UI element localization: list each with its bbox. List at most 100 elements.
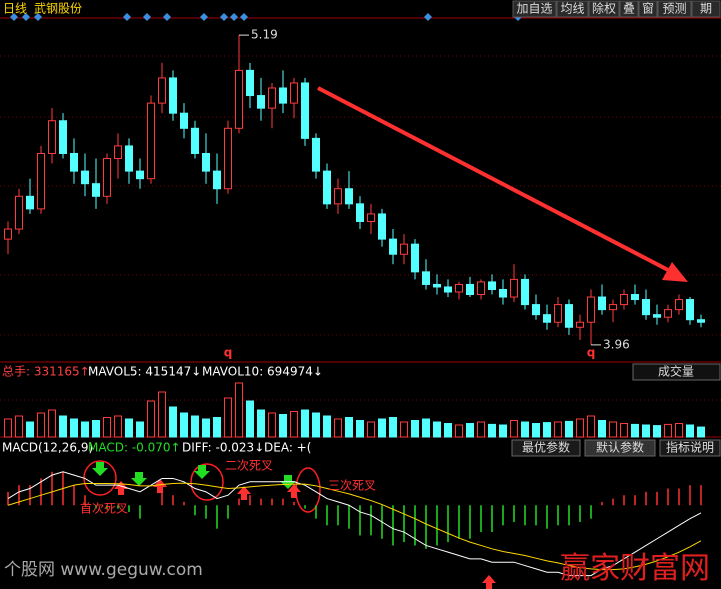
volume-bar: [488, 423, 496, 438]
volume-bar: [180, 412, 188, 438]
volume-bar: [136, 421, 144, 438]
toolbar-button[interactable]: [638, 0, 658, 18]
toolbar-button-label: 期: [700, 2, 712, 16]
volume-bar: [576, 418, 584, 438]
volume-bar: [323, 415, 331, 438]
volume-bar: [147, 400, 155, 438]
macd-button[interactable]: [584, 439, 656, 457]
volume-bar: [356, 420, 364, 438]
volume-bar: [587, 415, 595, 438]
volume-bar: [37, 412, 45, 438]
diamond: [123, 13, 131, 21]
diamond: [220, 13, 228, 21]
volume-bar: [246, 400, 254, 438]
volume-selector-label: 成交量: [658, 364, 694, 379]
volume-bar: [554, 421, 562, 438]
candle-body: [125, 145, 133, 172]
price-annotation: 3.96: [603, 337, 630, 351]
volume-bar: [169, 406, 177, 438]
volume-bar: [686, 424, 694, 438]
candle-body: [246, 69, 254, 97]
candle-body: [345, 188, 353, 205]
volume-bar: [664, 423, 672, 438]
macd-button-label: 最优参数: [522, 440, 570, 455]
toolbar-button[interactable]: [588, 0, 620, 18]
diamond: [200, 13, 208, 21]
volume-bar: [433, 421, 441, 438]
candle-body: [598, 296, 606, 311]
volume-selector[interactable]: [632, 363, 721, 381]
volume-bar: [455, 424, 463, 438]
volume-bar: [268, 412, 276, 438]
candle-body: [609, 304, 617, 311]
candle-body: [268, 87, 276, 109]
candle-body: [81, 170, 89, 185]
candle-body: [422, 271, 430, 285]
candle-body: [675, 299, 683, 311]
grid: [0, 55, 721, 401]
toolbar-button-label: 均线: [560, 2, 584, 16]
candle-body: [257, 95, 265, 109]
diamond: [22, 13, 30, 21]
toolbar-button[interactable]: [691, 0, 721, 18]
marker: q: [587, 346, 596, 360]
diamond: [143, 13, 151, 21]
toolbar-button[interactable]: [512, 0, 557, 18]
toolbar-button-label: 除权: [592, 1, 616, 16]
volume-bar: [532, 423, 540, 438]
volume-header: MAVOL10: 694974↓: [202, 365, 323, 379]
diamond: [10, 13, 18, 21]
down-arrow: [194, 465, 210, 479]
candle-body: [59, 120, 67, 154]
volume-bar: [92, 420, 100, 438]
diamond: [34, 13, 42, 21]
diff-line: [7, 471, 702, 577]
macd-button[interactable]: [659, 439, 721, 457]
candle-body: [356, 203, 364, 222]
toolbar-button[interactable]: [657, 0, 692, 18]
toolbar-button[interactable]: [556, 0, 589, 18]
volume-bar: [70, 418, 78, 438]
volume-bar: [477, 421, 485, 438]
volume-bar: [422, 418, 430, 438]
candle-body: [70, 152, 78, 172]
volume-bar: [598, 420, 606, 438]
candle-body: [279, 87, 287, 104]
candle-body: [488, 281, 496, 290]
macd-header: DIFF: -0.023↓: [182, 441, 264, 455]
volume-bar: [334, 418, 342, 438]
diamond: [424, 13, 432, 21]
macd-header: DEA: +(: [264, 441, 311, 455]
toolbar-button[interactable]: [619, 0, 639, 18]
diamond: [163, 13, 171, 21]
toolbar-button-label: 预测: [662, 2, 686, 16]
candle-body: [290, 82, 298, 104]
watermark: 个股网 www.geguw.com: [4, 560, 203, 580]
candle-body: [444, 286, 452, 293]
up-arrow: [114, 481, 128, 495]
candle-body: [697, 319, 705, 323]
diamond: [240, 13, 248, 21]
volume-bar: [103, 417, 111, 438]
candle-body: [191, 127, 199, 154]
volume-bar: [653, 425, 661, 438]
candle-body: [158, 77, 166, 104]
macd-button[interactable]: [511, 439, 581, 457]
volume-bar: [224, 397, 232, 438]
volume-bar: [26, 421, 34, 438]
volume-bar: [389, 417, 397, 438]
toolbar-button-label: 加自选: [516, 2, 552, 16]
candle-body: [114, 145, 122, 160]
trend-arrow-head: [662, 262, 688, 282]
candle-body: [587, 296, 595, 323]
circle: [190, 463, 224, 501]
candle-body: [642, 299, 650, 316]
volume-bar: [631, 423, 639, 438]
volume-bar: [642, 424, 650, 438]
candle-body: [136, 170, 144, 180]
macd-header: MACD: -0.070↑: [88, 441, 181, 455]
candle-body: [631, 294, 639, 301]
down-arrow: [92, 462, 108, 476]
candle-body: [26, 195, 34, 210]
